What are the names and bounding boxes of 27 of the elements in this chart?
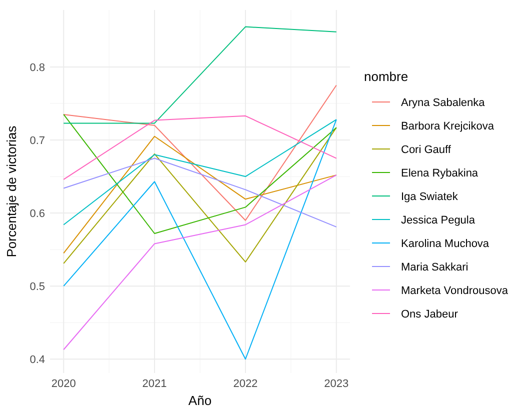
line-series xyxy=(63,174,337,350)
legend-label: Karolina Muchova xyxy=(401,238,490,250)
x-tick-label: 2022 xyxy=(233,378,258,390)
legend-label: Maria Sakkari xyxy=(401,261,468,274)
y-tick-label: 0.8 xyxy=(30,62,45,74)
line-series xyxy=(63,119,337,360)
legend-label: Aryna Sabalenka xyxy=(401,96,486,109)
y-tick-label: 0.7 xyxy=(30,134,45,147)
y-axis-title: Porcentaje de victorias xyxy=(4,125,19,258)
legend-label: Jessica Pegula xyxy=(401,214,476,226)
legend-label: Ons Jabeur xyxy=(401,308,458,320)
line-series xyxy=(63,115,337,180)
legend-label: Marketa Vondrousova xyxy=(401,284,509,297)
legend-label: Cori Gauff xyxy=(401,144,452,156)
legend-label: Iga Swiatek xyxy=(401,190,458,203)
legend-label: Barbora Krejcikova xyxy=(401,120,495,132)
y-tick-label: 0.5 xyxy=(30,280,45,293)
line-series xyxy=(63,158,337,228)
x-tick-label: 2020 xyxy=(51,378,76,390)
x-tick-label: 2021 xyxy=(142,378,167,390)
x-tick-label: 2023 xyxy=(324,378,349,390)
x-axis-title: Año xyxy=(188,393,212,408)
legend-title: nombre xyxy=(364,69,408,84)
y-tick-label: 0.6 xyxy=(30,208,45,220)
line-series xyxy=(63,84,337,221)
legend-label: Elena Rybakina xyxy=(401,167,479,180)
y-tick-label: 0.4 xyxy=(30,354,45,366)
